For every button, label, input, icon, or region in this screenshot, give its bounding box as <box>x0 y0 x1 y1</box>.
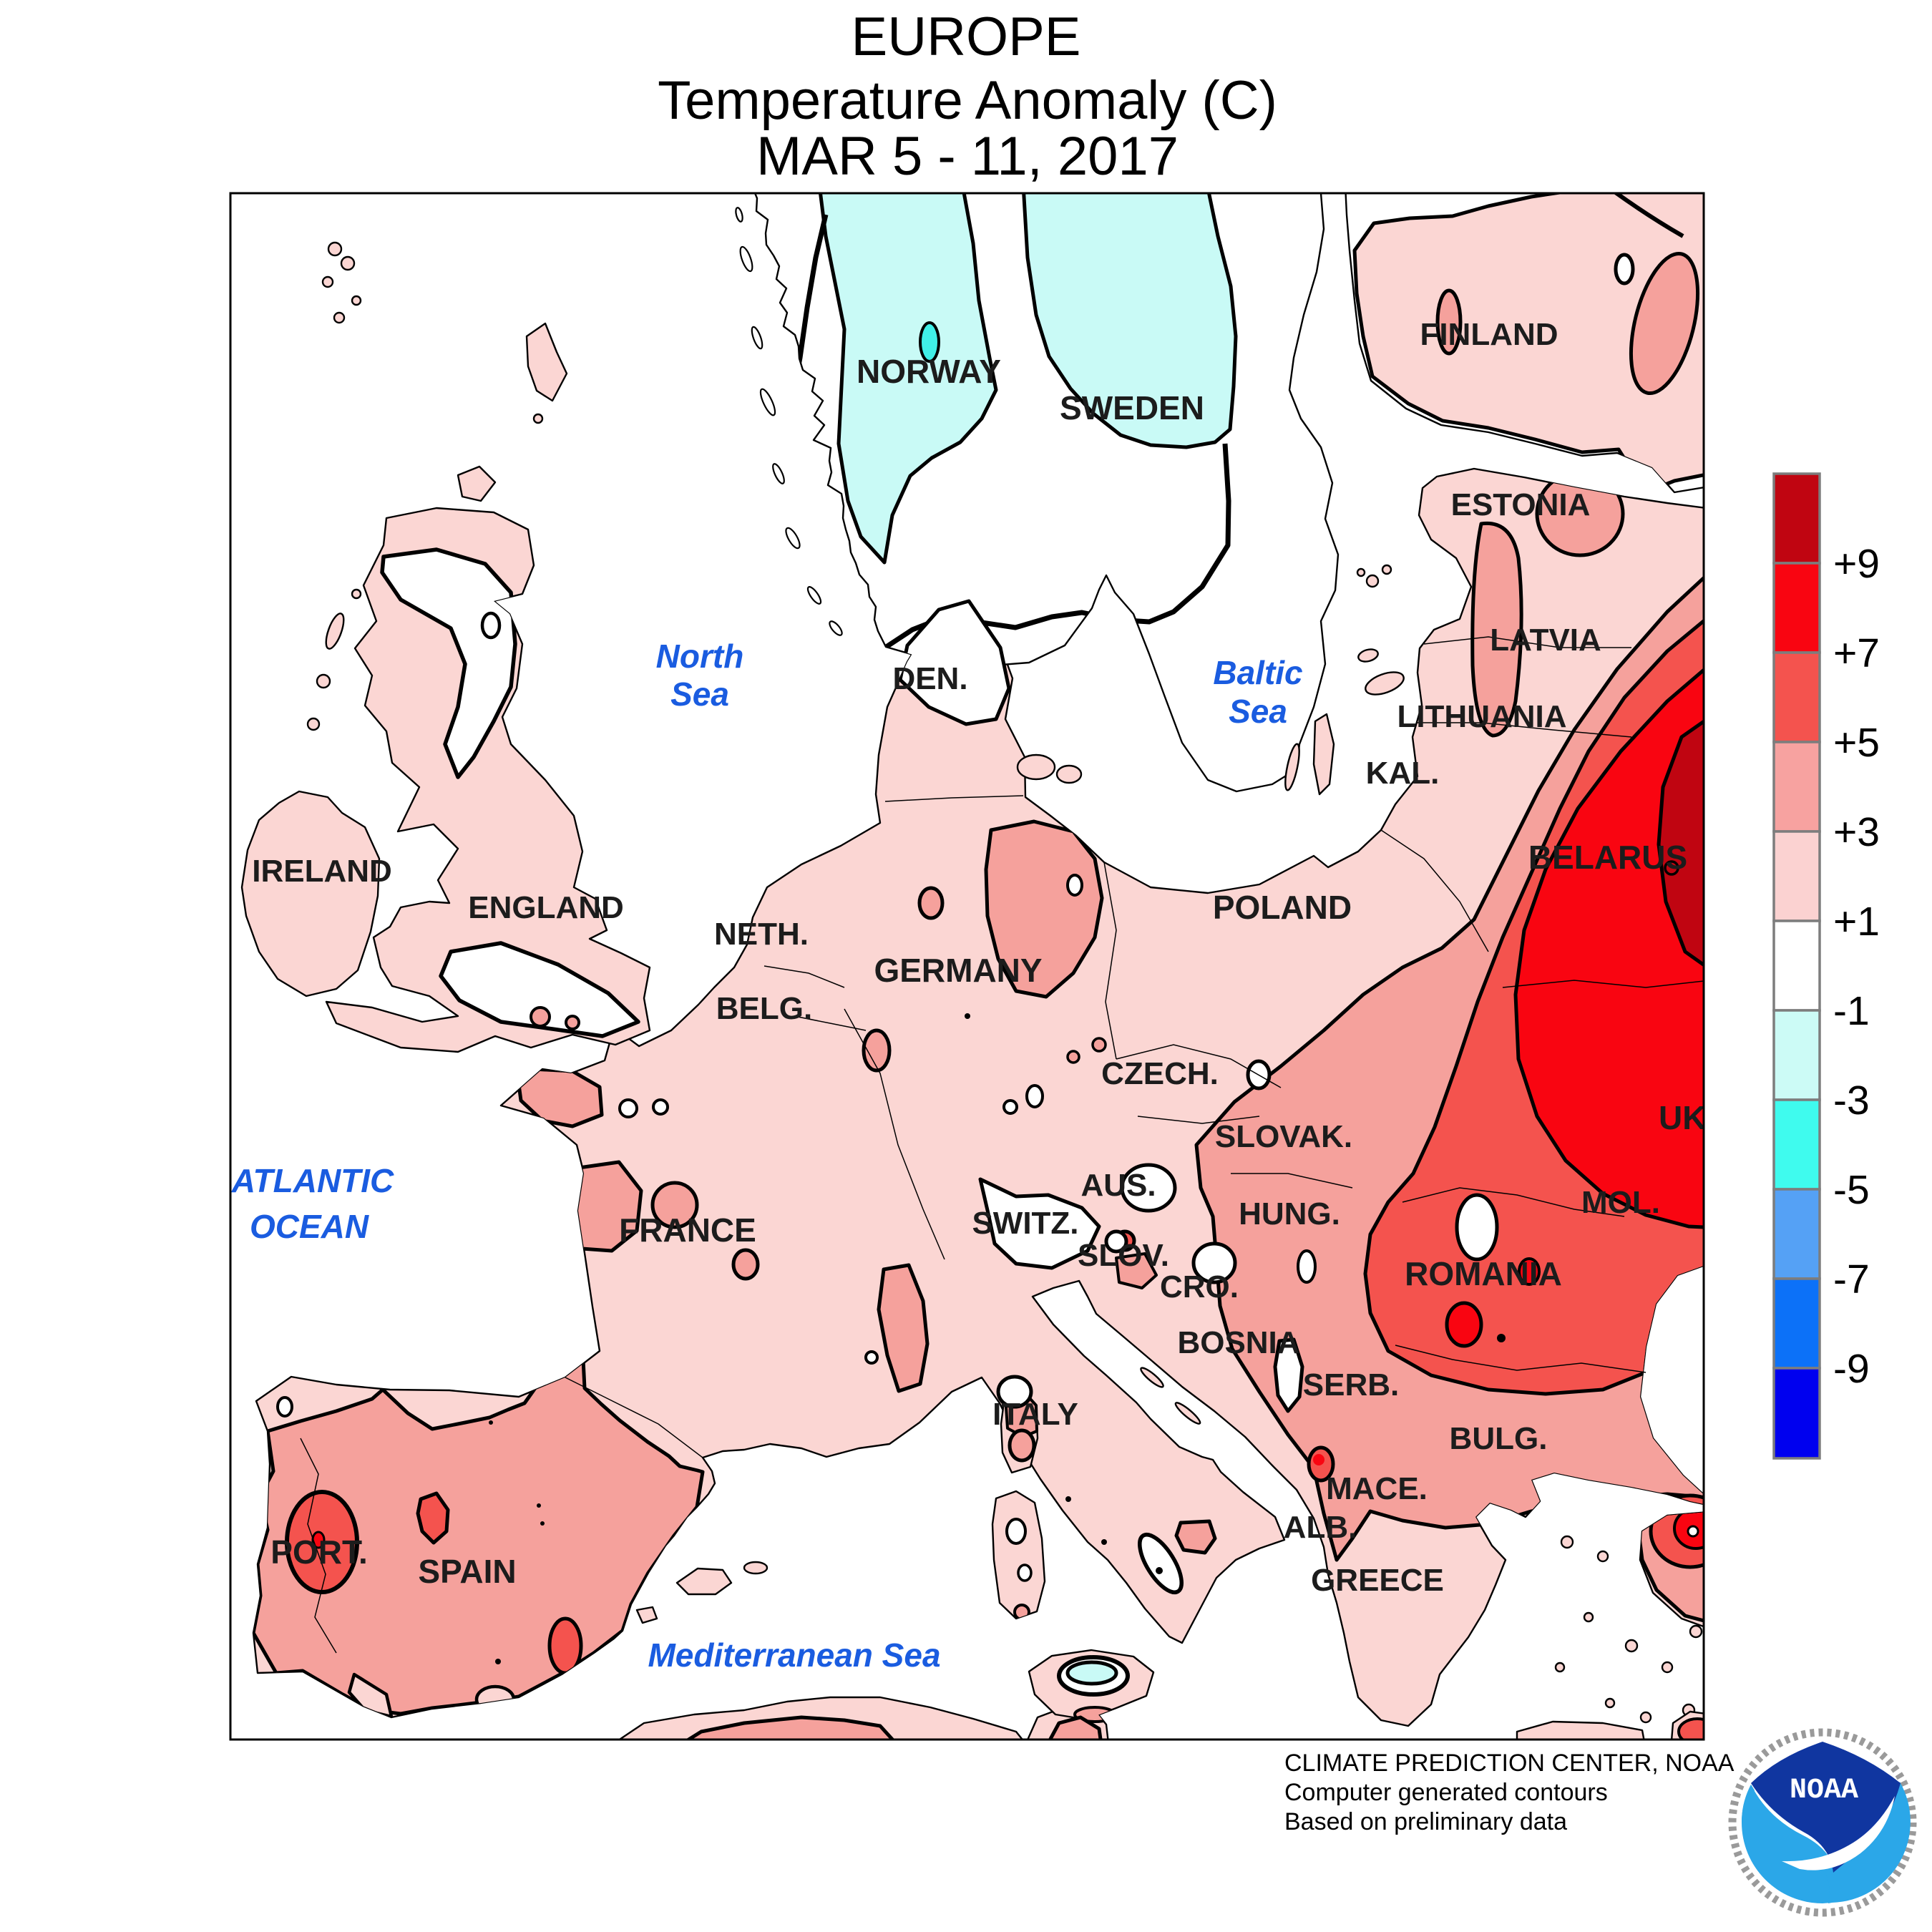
svg-text:ROMANIA: ROMANIA <box>1405 1255 1562 1292</box>
svg-text:GERMANY: GERMANY <box>874 952 1042 989</box>
svg-text:+3: +3 <box>1833 809 1880 855</box>
svg-text:EUROPE: EUROPE <box>852 6 1081 67</box>
svg-text:North: North <box>656 638 744 675</box>
svg-text:DEN.: DEN. <box>892 661 967 696</box>
svg-text:MOL.: MOL. <box>1581 1185 1660 1220</box>
svg-text:BELARUS: BELARUS <box>1528 839 1687 876</box>
svg-text:LATVIA: LATVIA <box>1490 623 1601 658</box>
svg-text:NETH.: NETH. <box>714 917 809 952</box>
svg-text:Baltic: Baltic <box>1213 654 1302 691</box>
svg-text:POLAND: POLAND <box>1213 889 1352 926</box>
svg-text:MACE.: MACE. <box>1326 1471 1428 1506</box>
svg-text:SLOV.: SLOV. <box>1078 1238 1169 1273</box>
svg-text:SLOVAK.: SLOVAK. <box>1215 1119 1352 1154</box>
svg-text:ALB.: ALB. <box>1284 1510 1357 1545</box>
svg-text:-3: -3 <box>1833 1078 1870 1123</box>
svg-text:CLIMATE PREDICTION CENTER, NOA: CLIMATE PREDICTION CENTER, NOAA <box>1284 1750 1735 1777</box>
svg-text:ENGLAND: ENGLAND <box>468 890 624 925</box>
svg-text:SERB.: SERB. <box>1303 1367 1399 1402</box>
svg-text:-1: -1 <box>1833 988 1870 1034</box>
svg-text:UKRAINE: UKRAINE <box>1659 1099 1809 1136</box>
svg-text:BOSNIA: BOSNIA <box>1177 1325 1299 1360</box>
svg-text:Sea: Sea <box>1229 693 1287 730</box>
svg-text:FRANCE: FRANCE <box>619 1211 756 1249</box>
svg-text:MAR 5 - 11, 2017: MAR 5 - 11, 2017 <box>756 126 1179 187</box>
svg-text:GREECE: GREECE <box>1311 1563 1444 1598</box>
svg-text:-7: -7 <box>1833 1257 1870 1302</box>
svg-text:IRELAND: IRELAND <box>252 854 392 889</box>
svg-text:Mediterranean Sea: Mediterranean Sea <box>648 1636 940 1674</box>
svg-text:ESTONIA: ESTONIA <box>1451 487 1591 522</box>
svg-text:CZECH.: CZECH. <box>1101 1056 1219 1091</box>
svg-text:FINLAND: FINLAND <box>1420 317 1558 352</box>
svg-text:ATLANTIC: ATLANTIC <box>231 1162 394 1199</box>
svg-text:ITALY: ITALY <box>992 1397 1078 1432</box>
svg-text:LITHUANIA: LITHUANIA <box>1397 699 1566 734</box>
svg-text:BULG.: BULG. <box>1450 1421 1548 1456</box>
svg-text:NORWAY: NORWAY <box>857 353 1001 390</box>
svg-text:+1: +1 <box>1833 899 1880 945</box>
svg-text:+5: +5 <box>1833 720 1880 766</box>
svg-text:Computer generated contours: Computer generated contours <box>1284 1779 1608 1806</box>
svg-text:NOAA: NOAA <box>1790 1775 1858 1807</box>
svg-text:SWITZ.: SWITZ. <box>972 1206 1078 1241</box>
svg-text:OCEAN: OCEAN <box>250 1208 369 1245</box>
svg-text:-9: -9 <box>1833 1346 1870 1392</box>
svg-text:CRO.: CRO. <box>1160 1269 1239 1304</box>
svg-text:+7: +7 <box>1833 630 1880 676</box>
svg-text:Temperature Anomaly (C): Temperature Anomaly (C) <box>658 70 1277 131</box>
svg-text:AUS.: AUS. <box>1080 1168 1156 1203</box>
svg-text:+9: +9 <box>1833 541 1880 587</box>
svg-text:PORT.: PORT. <box>270 1533 367 1571</box>
svg-text:KAL.: KAL. <box>1366 756 1440 791</box>
svg-text:HUNG.: HUNG. <box>1239 1196 1340 1231</box>
svg-text:BELG.: BELG. <box>716 991 812 1026</box>
svg-text:-5: -5 <box>1833 1167 1870 1213</box>
svg-text:SWEDEN: SWEDEN <box>1060 389 1204 426</box>
svg-text:Sea: Sea <box>670 675 729 713</box>
svg-text:SPAIN: SPAIN <box>418 1553 516 1590</box>
svg-text:Based on preliminary data: Based on preliminary data <box>1284 1808 1567 1835</box>
